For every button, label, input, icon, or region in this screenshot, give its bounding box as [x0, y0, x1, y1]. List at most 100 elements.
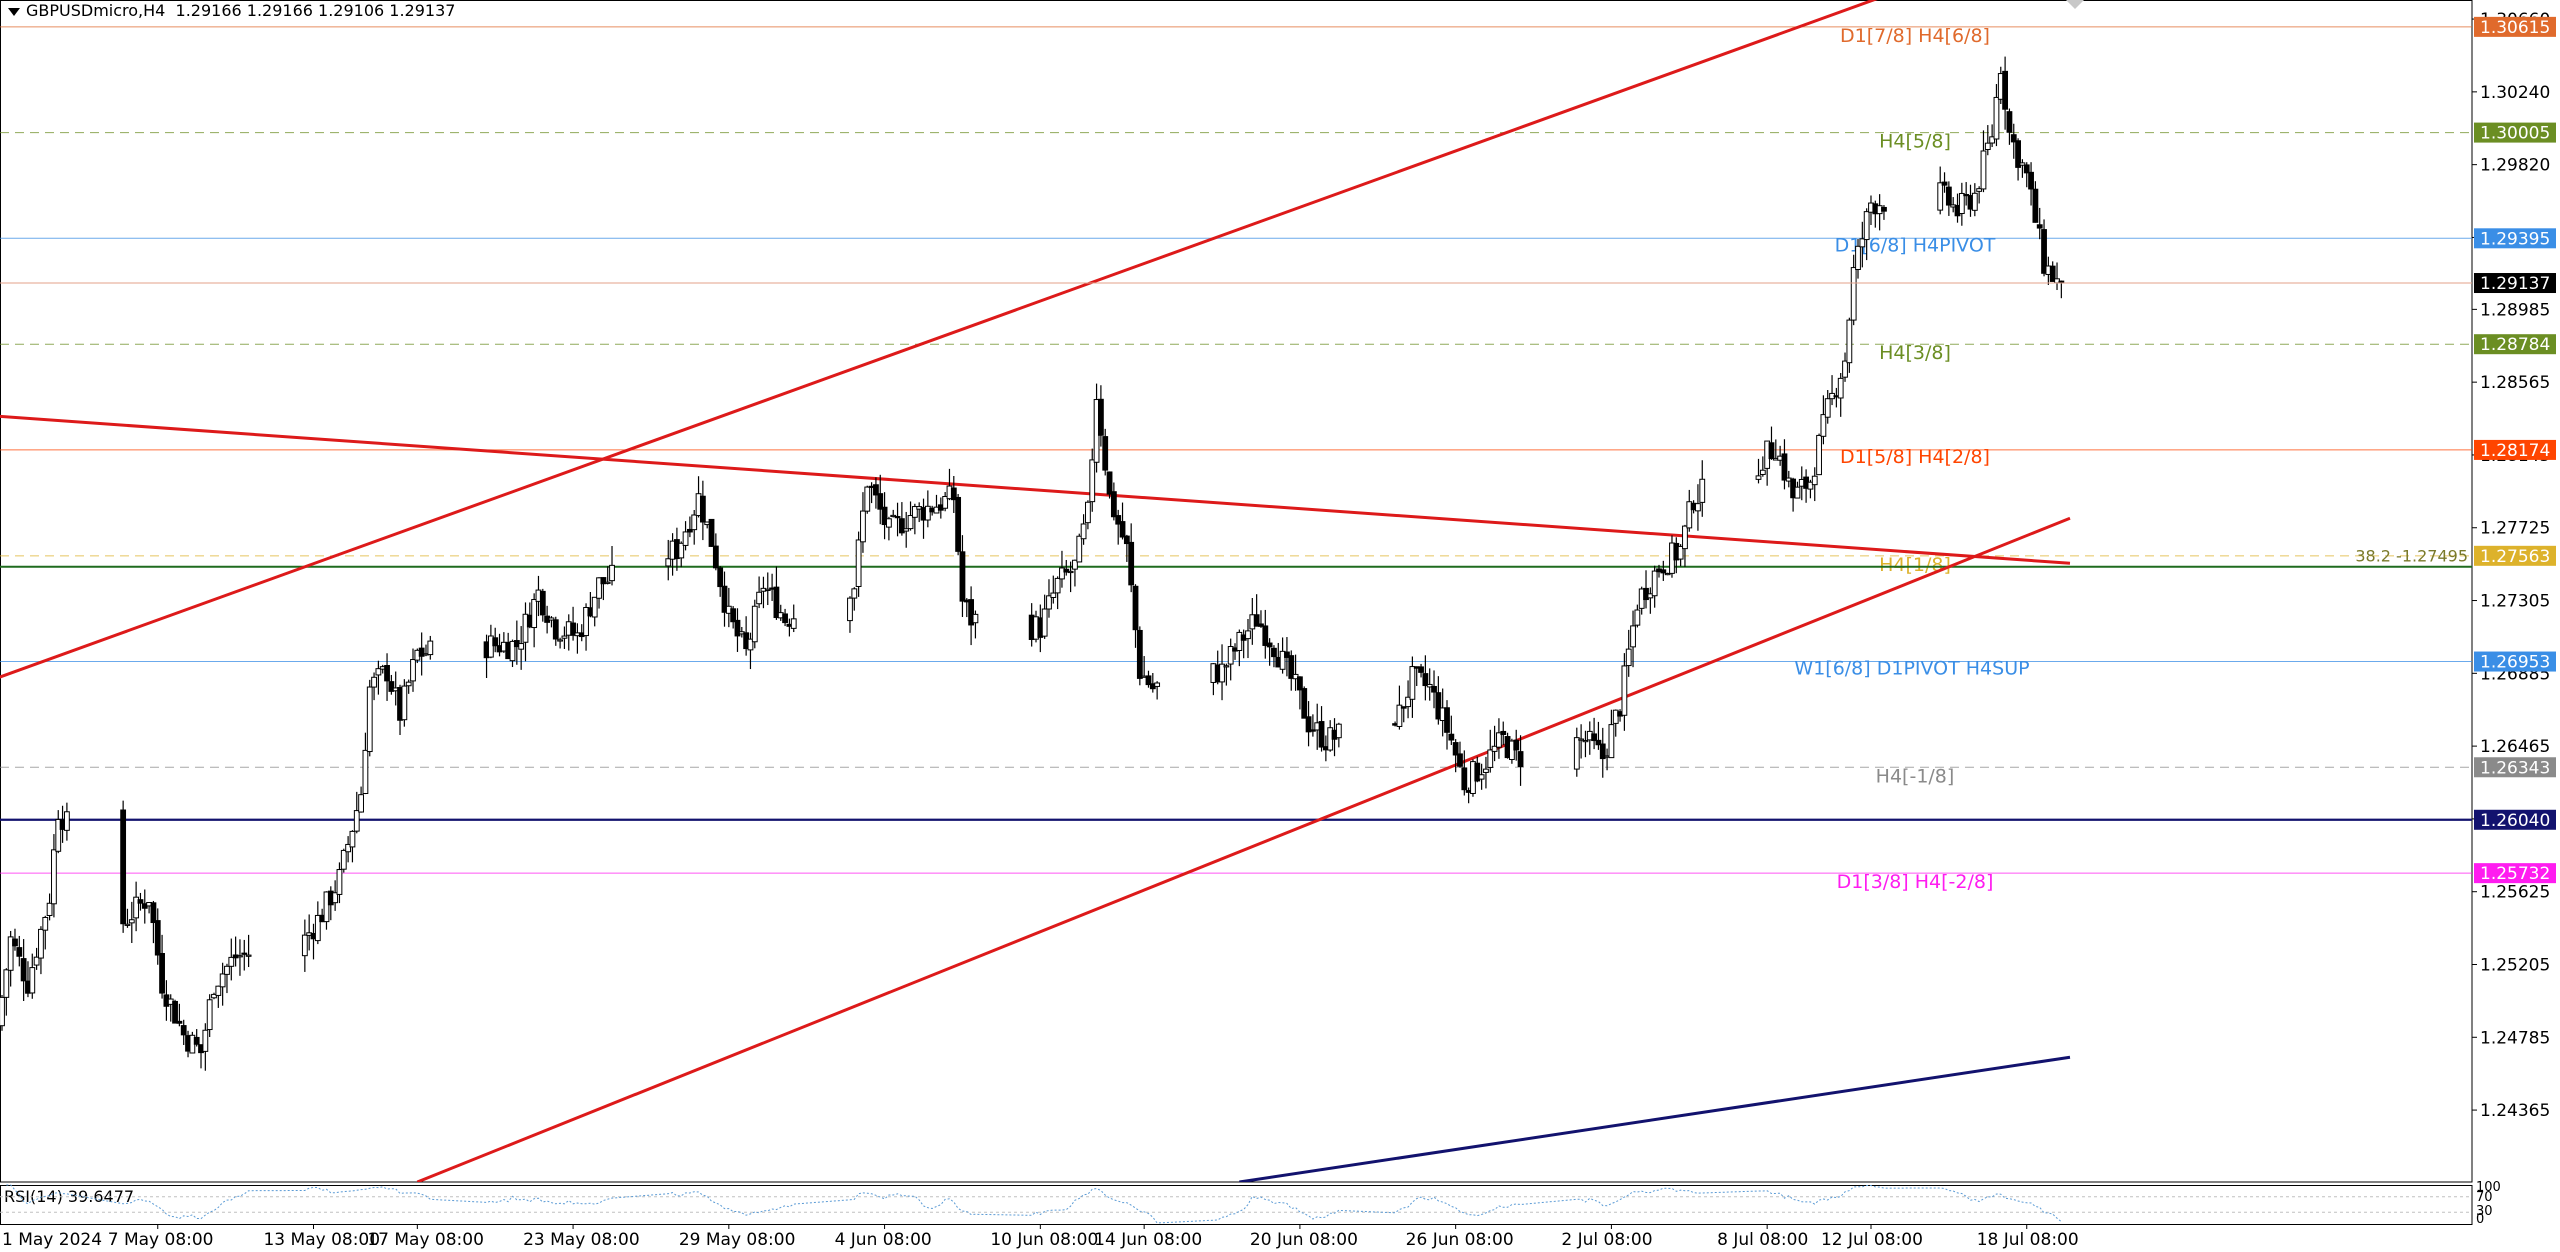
- bull-candle: [1483, 768, 1489, 773]
- bull-candle: [1859, 238, 1866, 248]
- bull-candle: [764, 588, 771, 591]
- bear-candle: [388, 681, 395, 692]
- bull-candle: [314, 914, 321, 942]
- x-axis-tick-label: 18 Jul 08:00: [1977, 1230, 2079, 1250]
- bull-candle: [1863, 211, 1870, 241]
- bull-candle: [1072, 559, 1078, 570]
- level-name-label: H4[1/8]: [1879, 554, 1951, 576]
- bull-candle: [133, 896, 140, 919]
- bull-candle: [583, 606, 589, 637]
- bull-candle: [1227, 646, 1234, 665]
- bull-candle: [51, 849, 57, 905]
- bear-candle: [1461, 767, 1468, 791]
- bull-candle: [756, 591, 763, 605]
- bull-candle: [211, 993, 217, 999]
- level-price-label: 1.25732: [2480, 864, 2550, 884]
- bear-candle: [773, 586, 780, 619]
- bull-candle: [1625, 648, 1632, 667]
- bull-candle: [1682, 525, 1688, 550]
- bear-candle: [1400, 706, 1407, 709]
- dropdown-triangle-icon[interactable]: [8, 7, 20, 16]
- bear-candle: [180, 1025, 187, 1036]
- bull-candle: [557, 639, 564, 642]
- bear-candle: [1422, 673, 1429, 687]
- bear-candle: [1591, 733, 1598, 742]
- bull-candle: [371, 676, 377, 688]
- y-axis-tick-label: 1.28565: [2480, 373, 2550, 393]
- bull-candle: [1937, 182, 1944, 211]
- bear-candle: [1660, 569, 1667, 574]
- y-axis-tick-label: 1.25625: [2480, 883, 2550, 903]
- bull-candle: [55, 818, 62, 852]
- bear-candle: [172, 1000, 178, 1024]
- bear-candle: [1115, 515, 1122, 525]
- level-name-label: H4[-1/8]: [1876, 765, 1955, 787]
- bull-candle: [924, 505, 931, 521]
- bull-candle: [345, 843, 352, 853]
- bull-candle: [124, 923, 131, 926]
- bear-candle: [1132, 585, 1139, 631]
- bull-candle: [1041, 608, 1048, 637]
- bull-candle: [1846, 319, 1853, 364]
- bear-candle: [1262, 625, 1269, 646]
- bear-candle: [1941, 181, 1948, 186]
- bull-candle: [206, 999, 213, 1031]
- bull-candle: [907, 515, 914, 530]
- bear-candle: [1448, 733, 1455, 741]
- bear-candle: [1136, 629, 1143, 679]
- bull-candle: [202, 1029, 209, 1052]
- bear-candle: [1945, 186, 1952, 206]
- bull-candle: [518, 643, 525, 650]
- bull-candle: [860, 510, 866, 543]
- bear-candle: [894, 516, 901, 519]
- bear-candle: [492, 637, 499, 647]
- bear-candle: [717, 567, 724, 588]
- bull-candle: [1245, 630, 1251, 640]
- bull-candle: [1621, 665, 1628, 716]
- level-price-label: 1.29395: [2480, 229, 2550, 249]
- bear-candle: [712, 545, 719, 569]
- bull-candle: [903, 528, 910, 532]
- bull-candle: [332, 892, 339, 904]
- ohlc-values: 1.29166 1.29166 1.29106 1.29137: [175, 1, 456, 20]
- bull-candle: [1686, 501, 1693, 529]
- y-axis-tick-label: 1.29820: [2480, 156, 2550, 176]
- rsi-tick-label: 30: [2476, 1204, 2493, 1219]
- bull-candle: [410, 659, 416, 682]
- bull-candle: [1971, 192, 1978, 211]
- x-axis-tick-label: 29 May 08:00: [679, 1230, 796, 1250]
- bull-candle: [401, 685, 408, 721]
- bull-candle: [1085, 501, 1091, 524]
- bear-candle: [1418, 666, 1424, 673]
- x-axis-tick-label: 8 Jul 08:00: [1717, 1230, 1808, 1250]
- bull-candle: [682, 531, 689, 546]
- x-axis-tick-label: 14 Jun 08:00: [1094, 1230, 1202, 1250]
- bull-candle: [678, 542, 685, 559]
- bear-candle: [2036, 224, 2043, 229]
- bull-candle: [591, 596, 598, 618]
- bear-candle: [1266, 642, 1273, 648]
- bull-candle: [1612, 709, 1619, 724]
- bull-candle: [245, 954, 252, 957]
- bear-candle: [384, 665, 390, 682]
- bull-candle: [1405, 696, 1411, 708]
- bull-candle: [7, 936, 14, 971]
- bull-candle: [942, 496, 949, 509]
- bull-candle: [1089, 459, 1096, 503]
- level-price-label: 1.26953: [2480, 653, 2550, 673]
- bull-candle: [1046, 595, 1052, 610]
- bear-candle: [241, 952, 248, 955]
- bull-candle: [751, 605, 758, 643]
- bear-candle: [539, 590, 546, 616]
- bull-candle: [362, 749, 369, 794]
- bear-candle: [1258, 623, 1264, 627]
- bull-candle: [1807, 481, 1814, 490]
- bear-candle: [120, 809, 127, 925]
- y-axis-tick-label: 1.25205: [2480, 955, 2550, 975]
- y-axis-tick-label: 1.26465: [2480, 737, 2550, 757]
- level-price-box: [2474, 334, 2556, 355]
- x-axis-tick-label: 7 May 08:00: [108, 1230, 214, 1250]
